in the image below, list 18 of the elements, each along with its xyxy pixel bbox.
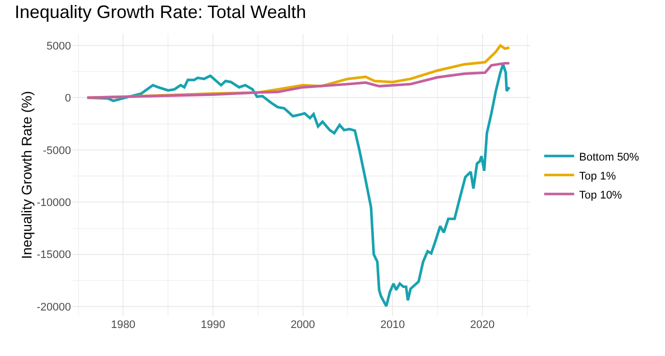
y-tick-label: -15000 [36, 249, 71, 262]
x-tick-label: 1990 [200, 319, 226, 331]
legend-label: Top 10% [579, 189, 622, 202]
x-tick-label: 2010 [380, 319, 405, 331]
x-tick-label: 1980 [110, 319, 136, 331]
line-series [86, 62, 511, 308]
legend-label: Top 1% [579, 170, 616, 182]
chart-title: Inequality Growth Rate: Total Wealth [14, 2, 306, 22]
y-tick-label: 5000 [46, 40, 71, 52]
y-tick-label: -5000 [42, 144, 71, 157]
y-tick-label: 0 [64, 92, 71, 105]
line-series [86, 62, 511, 100]
x-tick-label: 2020 [470, 319, 495, 331]
y-axis-title: Inequality Growth Rate (%) [18, 90, 35, 260]
y-tick-label: -20000 [36, 301, 71, 314]
legend-label: Bottom 50% [579, 151, 640, 164]
x-tick-label: 2000 [290, 319, 316, 331]
y-tick-label: -10000 [36, 197, 71, 210]
